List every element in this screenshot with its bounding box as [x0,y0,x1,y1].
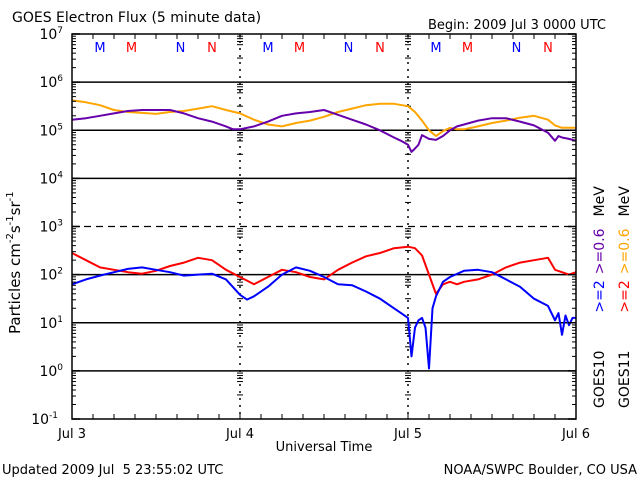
y-tick-label: 101 [39,315,63,332]
y-axis-label-sr: sr [6,201,24,216]
y-tick-label: 103 [39,219,63,236]
mn-marker-m: M [430,41,441,56]
y-tick-label: 10-1 [31,411,58,428]
series-line-goes11-2-mev [72,245,576,295]
y-tick-base: 10 [39,171,57,187]
mn-marker-m: M [462,41,473,56]
series-line-goes11-0-6-mev [72,99,576,137]
legend-satellite: GOES10 [592,351,608,408]
legend-column-goes11: GOES11 >=2 >=0.6 MeV [617,186,633,408]
y-tick-exponent: 0 [57,363,63,373]
begin-label: Begin: 2009 Jul 3 0000 UTC [428,18,606,33]
updated-timestamp: Updated 2009 Jul 5 23:55:02 UTC [2,463,223,478]
y-axis-label-main: Particles cm [6,243,24,334]
y-tick-label: 104 [39,170,63,187]
legend-entry: >=2 [592,280,608,312]
y-tick-label: 107 [39,26,63,43]
series-lines [72,99,576,370]
x-tick-label: Jul 3 [57,427,86,442]
series-line-goes10-2-mev [72,266,576,370]
legend: GOES10 >=2 >=0.6 MeV GOES11 >=2 >=0.6 MeV [592,186,633,408]
mn-marker-n: N [344,41,354,56]
credit-text: NOAA/SWPC Boulder, CO USA [444,463,637,478]
y-tick-base: 10 [39,27,57,43]
legend-entry: >=2 [617,280,633,312]
y-tick-label: 102 [39,267,63,284]
y-tick-exponent: 4 [57,170,63,180]
mn-marker-m: M [126,41,137,56]
y-axis-label-exp2: -1 [5,215,16,225]
mn-marker-m: M [294,41,305,56]
mn-marker-m: M [94,41,105,56]
x-axis-label: Universal Time [276,440,373,455]
y-tick-label: 106 [39,74,63,91]
mn-marker-m: M [262,41,273,56]
mn-marker-n: N [207,41,217,56]
legend-entry: >=0.6 [592,228,608,274]
y-tick-base: 10 [31,412,49,428]
mn-marker-n: N [543,41,553,56]
day-marker-lines [237,34,411,419]
y-axis-label-exp1: -2 [5,233,16,243]
x-tick-label: Jul 5 [393,427,422,442]
y-tick-base: 10 [39,75,57,91]
y-tick-base: 10 [39,123,57,139]
y-tick-label: 100 [39,363,63,380]
y-tick-base: 10 [39,364,57,380]
x-tick-label: Jul 6 [561,427,590,442]
y-tick-base: 10 [39,220,57,236]
legend-satellite: GOES11 [617,351,633,408]
series-line-goes10-0-6-mev [72,109,576,153]
mn-marker-n: N [375,41,385,56]
y-tick-label: 105 [39,122,63,139]
y-tick-exponent: 3 [57,219,63,229]
x-tick-label: Jul 4 [225,427,254,442]
x-axis-ticks: Jul 3 Jul 4 Jul 5 Jul 6 [57,34,590,442]
y-axis-label-exp3: -1 [5,191,16,201]
y-tick-exponent: 7 [57,26,63,36]
y-tick-base: 10 [39,316,57,332]
grid-lines [72,81,576,372]
legend-entry: MeV [617,186,633,217]
mn-marker-n: N [512,41,522,56]
legend-column-goes10: GOES10 >=2 >=0.6 MeV [592,186,608,408]
mn-marker-n: N [176,41,186,56]
y-tick-exponent: 2 [57,267,63,277]
y-tick-base: 10 [39,268,57,284]
legend-entry: MeV [592,186,608,217]
chart-title: GOES Electron Flux (5 minute data) [12,10,261,26]
y-axis-label-s: s [6,225,24,233]
y-tick-exponent: 1 [57,315,63,325]
y-tick-exponent: -1 [49,411,58,421]
y-tick-exponent: 6 [57,74,63,84]
legend-entry: >=0.6 [617,228,633,274]
y-axis-label: Particles cm-2s-1sr-1 [5,191,24,334]
y-tick-exponent: 5 [57,122,63,132]
